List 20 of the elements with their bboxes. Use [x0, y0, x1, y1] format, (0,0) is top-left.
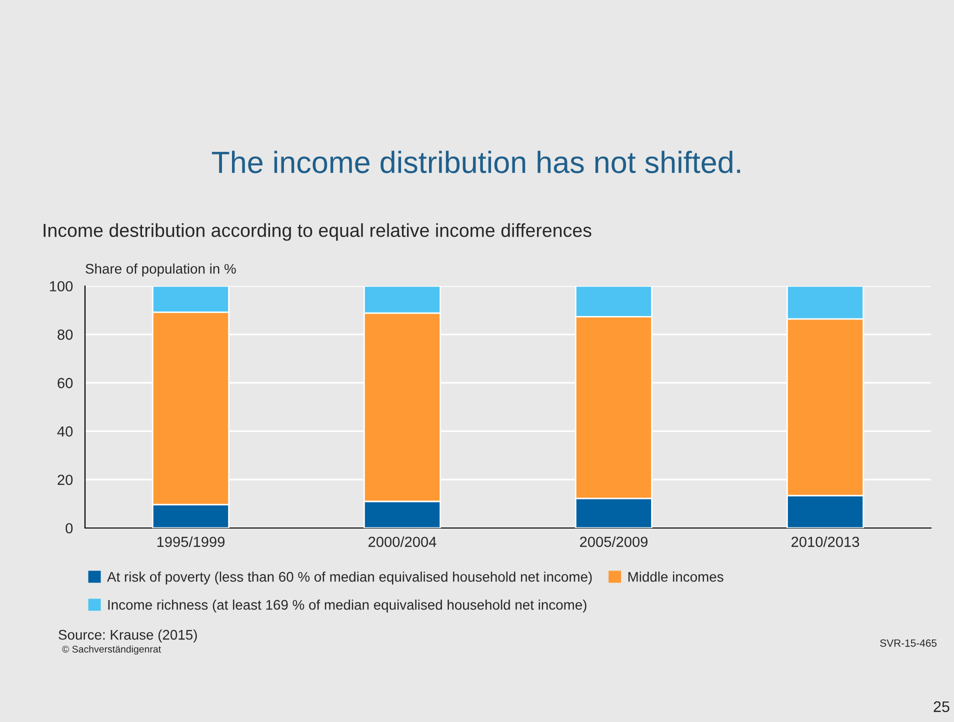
legend-label: Middle incomes	[628, 572, 724, 582]
x-tick-label: 2000/2004	[368, 536, 436, 548]
x-tick-label: 2005/2009	[580, 536, 648, 548]
legend-label: At risk of poverty (less than 60 % of median equivalised household net income)	[107, 572, 592, 585]
legend-label: Income richness (at least 169 % of median equivalised household net income)	[108, 600, 586, 613]
y-tick-label: 20	[58, 474, 73, 486]
x-tick-label: 2010/2013	[792, 536, 860, 548]
chart-subtitle: Income destribution according to equal relative income differences	[44, 223, 592, 241]
text: © Sachverständigenrat	[62, 645, 161, 655]
text: 25	[934, 701, 950, 712]
y-tick-label: 60	[58, 378, 73, 388]
y-tick-label: 100	[50, 281, 73, 292]
y-axis-title: Share of population in %	[86, 264, 236, 276]
text: SVR-15-465	[880, 639, 937, 647]
y-tick-label: 40	[57, 426, 73, 437]
chart-title: The income distribution has not shifted.	[212, 150, 740, 174]
x-tick-label: 1995/1999	[157, 536, 225, 548]
source-note: Source: Krause (2015)	[58, 630, 197, 642]
y-tick-label: 80	[58, 330, 73, 340]
y-tick-label: 0	[66, 523, 73, 534]
